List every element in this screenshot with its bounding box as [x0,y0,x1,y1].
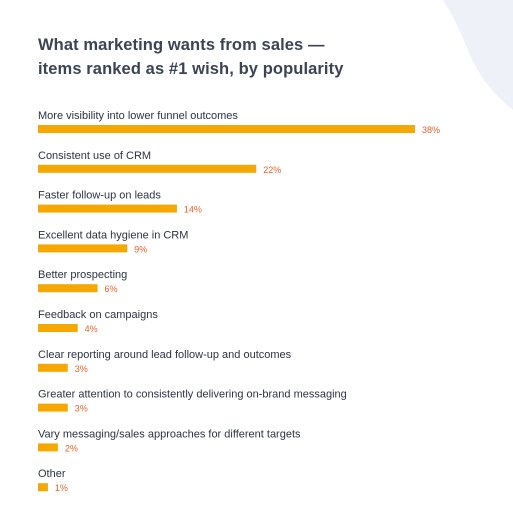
category-label: Clear reporting around lead follow-up an… [38,349,292,361]
value-label: 6% [105,284,118,294]
bar [38,164,257,173]
value-label: 1% [55,483,68,493]
category-label: More visibility into lower funnel outcom… [38,110,238,122]
corner-decoration [443,0,513,110]
bar [38,125,415,133]
value-label: 22% [263,165,281,175]
bar [38,244,128,253]
value-label: 3% [75,404,88,414]
bar [38,363,68,372]
value-label: 38% [422,125,440,135]
category-label: Better prospecting [38,269,127,281]
bar [38,324,78,332]
category-label: Feedback on campaigns [38,309,158,321]
value-label: 3% [75,364,88,374]
bar [38,443,58,452]
value-label: 4% [85,324,98,334]
category-label: Consistent use of CRM [38,150,151,162]
chart-title-line2: items ranked as #1 wish, by popularity [38,60,344,78]
decor-shape [443,0,513,110]
bar [38,284,98,293]
category-label: Other [38,468,66,480]
value-label: 9% [134,244,147,254]
chart-title-line1: What marketing wants from sales — [38,36,325,54]
bar [38,204,177,213]
chart-title: What marketing wants from sales — items … [38,33,468,81]
category-label: Excellent data hygiene in CRM [38,229,188,241]
category-label: Greater attention to consistently delive… [38,389,347,401]
category-label: Faster follow-up on leads [38,190,161,202]
bar [38,403,68,412]
value-label: 2% [65,443,78,453]
bar [38,483,48,492]
category-label: Vary messaging/sales approaches for diff… [38,428,301,440]
value-label: 14% [184,205,202,215]
